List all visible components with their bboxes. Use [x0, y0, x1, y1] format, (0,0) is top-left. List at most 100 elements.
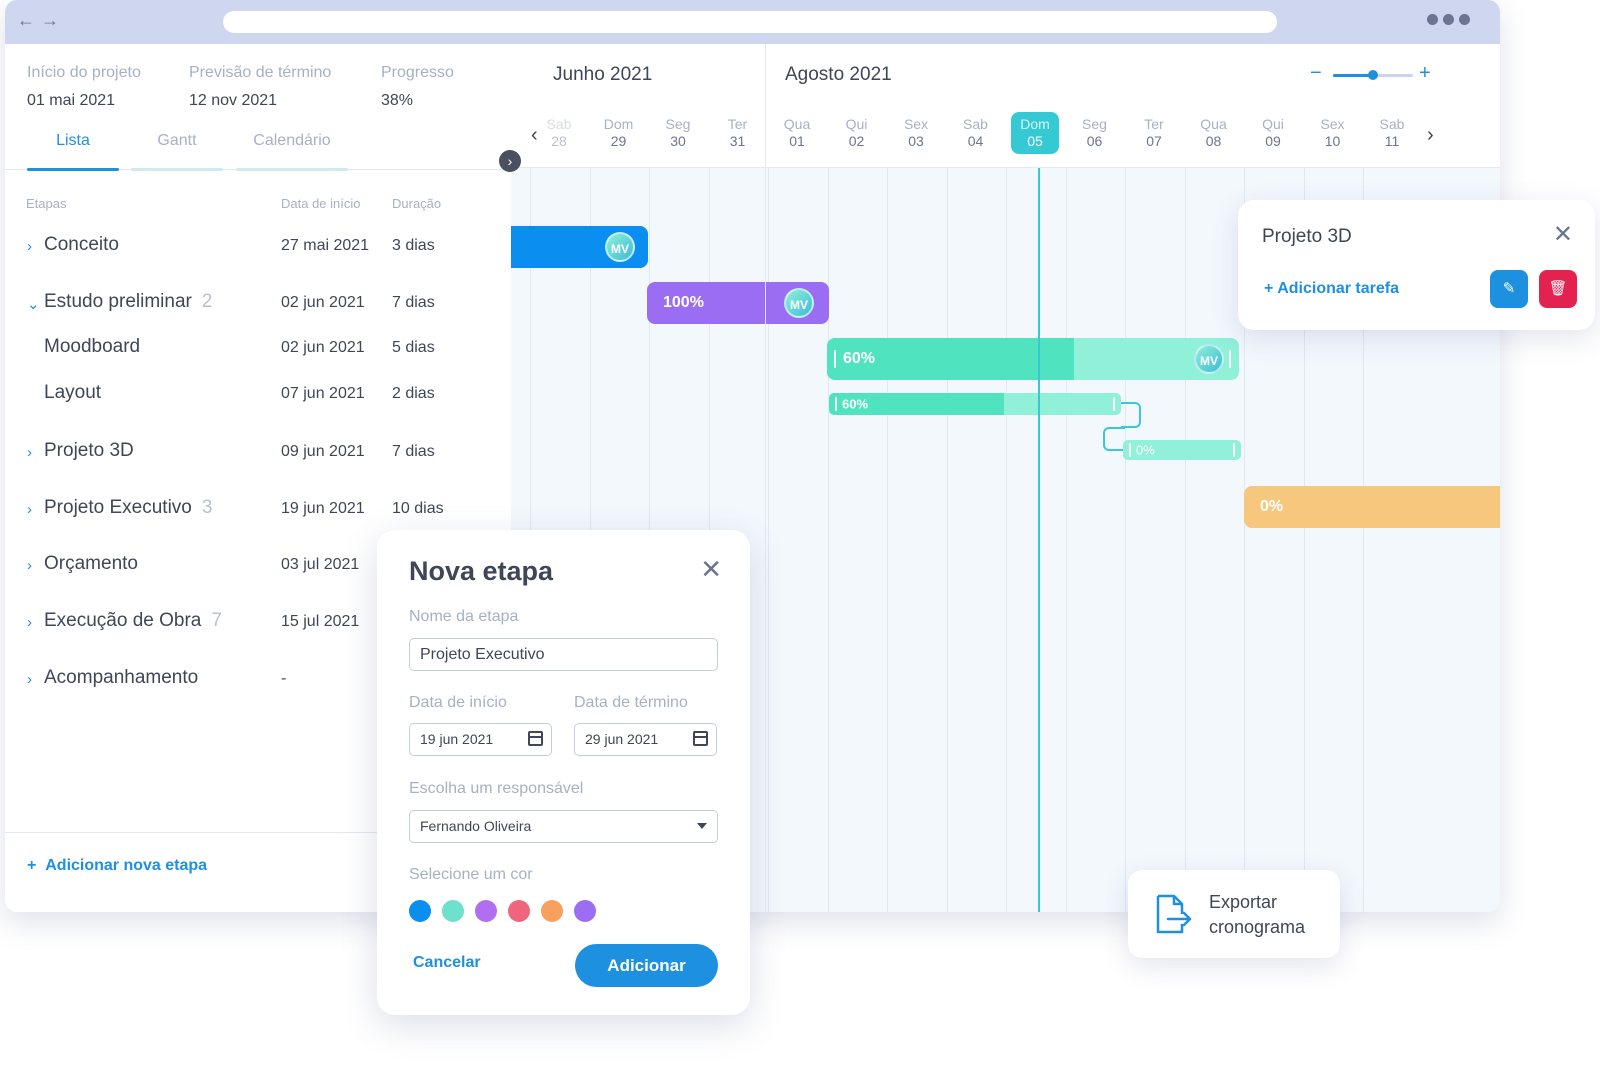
gantt-bar-projeto-executivo[interactable]: 0% [1244, 486, 1500, 528]
chevron-right-icon[interactable]: › [27, 557, 32, 574]
tab-gantt[interactable]: Gantt [131, 132, 223, 171]
day-header[interactable]: Sex 03 [892, 116, 940, 150]
chevron-left-icon[interactable]: ‹ [531, 124, 538, 146]
gantt-bar-moodboard[interactable]: 60% MV [827, 338, 1239, 380]
pencil-icon: ✎ [1502, 280, 1516, 297]
day-header[interactable]: Qui 09 [1249, 116, 1297, 150]
gantt-bar-conceito[interactable]: MV [511, 226, 648, 268]
stage-name: Estudo preliminar 2 [44, 291, 213, 312]
more-dots-icon[interactable] [1427, 14, 1470, 25]
forward-arrow-icon[interactable]: → [41, 10, 59, 30]
day-header[interactable]: Ter 07 [1130, 116, 1178, 150]
chevron-right-icon[interactable]: › [27, 614, 32, 631]
start-date-label: Data de início [409, 694, 507, 711]
address-bar[interactable] [223, 11, 1277, 33]
tab-lista-label: Lista [56, 132, 90, 149]
calendar-icon[interactable] [528, 731, 543, 746]
calendar-icon[interactable] [693, 731, 708, 746]
close-icon[interactable]: ✕ [700, 554, 722, 584]
grid-line [946, 168, 948, 912]
back-arrow-icon[interactable]: ← [17, 10, 35, 30]
list-item[interactable]: › Acompanhamento - [5, 665, 517, 705]
owner-select[interactable]: Fernando Oliveira [409, 810, 718, 843]
bar-progress-fill [827, 338, 1075, 380]
gantt-bar-estudo-preliminar[interactable]: 100% MV [647, 282, 829, 324]
list-item[interactable]: Moodboard 02 jun 2021 5 dias [5, 334, 517, 374]
resize-handle-right[interactable] [1229, 350, 1231, 368]
day-header[interactable]: Seg 30 [654, 116, 702, 150]
gantt-bar-layout[interactable]: 60% [829, 393, 1121, 415]
list-item[interactable]: › Orçamento 03 jul 2021 [5, 551, 517, 591]
day-header[interactable]: Sex 10 [1309, 116, 1357, 150]
stage-name: Moodboard [44, 336, 141, 357]
chevron-down-icon[interactable]: ⌄ [27, 296, 40, 313]
day-header[interactable]: Qua 08 [1190, 116, 1238, 150]
color-swatch[interactable] [508, 900, 530, 922]
day-header[interactable]: Ter 31 [714, 116, 762, 150]
gantt-bar-subtask[interactable]: 0% [1123, 440, 1241, 460]
day-of-week: Sex [1320, 116, 1345, 132]
day-header[interactable]: Qua 01 [773, 116, 821, 150]
resize-handle-right[interactable] [1113, 397, 1115, 411]
chevron-right-icon[interactable]: › [27, 238, 32, 255]
chevron-right-icon[interactable]: › [27, 444, 32, 461]
tab-gantt-label: Gantt [157, 132, 197, 149]
chevron-right-icon[interactable]: › [1427, 124, 1434, 146]
project-end-label: Previsão de término [189, 64, 332, 81]
color-swatch[interactable] [442, 900, 464, 922]
day-header-today[interactable]: Dom 05 [1011, 112, 1059, 154]
day-number: 01 [789, 133, 805, 149]
grid-line [887, 168, 888, 912]
day-header[interactable]: Sab 11 [1368, 116, 1416, 150]
stage-start-date: 02 jun 2021 [281, 294, 365, 311]
export-schedule-button[interactable]: Exportar cronograma [1128, 870, 1340, 958]
color-swatch[interactable] [409, 900, 431, 922]
day-number: 06 [1086, 133, 1103, 149]
chevron-right-icon[interactable]: › [27, 671, 32, 688]
project-start-summary: Início do projeto 01 mai 2021 [27, 64, 141, 110]
day-header[interactable]: Dom 29 [595, 116, 643, 150]
list-item[interactable]: › Projeto Executivo 3 19 jun 2021 10 dias [5, 495, 517, 535]
add-task-button[interactable]: + Adicionar tarefa [1264, 280, 1400, 297]
resize-handle-left[interactable] [1129, 443, 1131, 457]
end-date-field[interactable]: 29 jun 2021 [574, 723, 717, 756]
delete-button[interactable]: 🗑 [1539, 270, 1577, 308]
start-date-field[interactable]: 19 jun 2021 [409, 723, 552, 756]
tab-calendario[interactable]: Calendário [236, 132, 348, 171]
tab-lista[interactable]: Lista [27, 132, 119, 171]
owner-label: Escolha um responsável [409, 780, 584, 797]
day-header[interactable]: Sab 28 [535, 116, 583, 150]
subtask-count: 3 [201, 497, 213, 518]
resize-handle-left[interactable] [835, 397, 837, 411]
day-number: 30 [670, 133, 686, 149]
chevron-right-icon[interactable]: › [27, 501, 32, 518]
day-header[interactable]: Seg 06 [1071, 116, 1119, 150]
color-swatch[interactable] [475, 900, 497, 922]
stage-name-input[interactable] [409, 638, 718, 671]
day-header[interactable]: Sab 04 [952, 116, 1000, 150]
color-swatch[interactable] [574, 900, 596, 922]
list-item[interactable]: › Projeto 3D 09 jun 2021 7 dias [5, 438, 517, 478]
zoom-in-button[interactable]: + [1419, 62, 1431, 84]
header-etapas: Etapas [26, 196, 67, 211]
zoom-slider-handle[interactable] [1368, 70, 1378, 80]
add-stage-button[interactable]: + Adicionar nova etapa [27, 857, 208, 874]
day-number: 08 [1205, 133, 1222, 149]
day-header[interactable]: Qui 02 [833, 116, 881, 150]
color-swatch[interactable] [541, 900, 563, 922]
list-item[interactable]: ⌄ Estudo preliminar 2 02 jun 2021 7 dias [5, 289, 517, 329]
list-item[interactable]: Layout 07 jun 2021 2 dias [5, 380, 517, 420]
edit-button[interactable]: ✎ [1490, 270, 1528, 308]
list-item[interactable]: › Conceito 27 mai 2021 3 dias [5, 232, 517, 272]
expand-panel-button[interactable]: › [499, 150, 521, 172]
month-separator [765, 44, 766, 912]
gantt-header: Junho 2021 Agosto 2021 − + ‹ › Sab 28 Dom 2… [511, 44, 1500, 168]
resize-handle-right[interactable] [1233, 443, 1235, 457]
list-item[interactable]: › Execução de Obra 7 15 jul 2021 [5, 608, 517, 648]
close-icon[interactable]: ✕ [1552, 221, 1573, 248]
cancel-button[interactable]: Cancelar [413, 954, 481, 971]
zoom-out-button[interactable]: − [1310, 62, 1322, 84]
add-button[interactable]: Adicionar [575, 944, 718, 987]
stage-duration: 7 dias [392, 294, 435, 311]
resize-handle-left[interactable] [834, 350, 836, 368]
